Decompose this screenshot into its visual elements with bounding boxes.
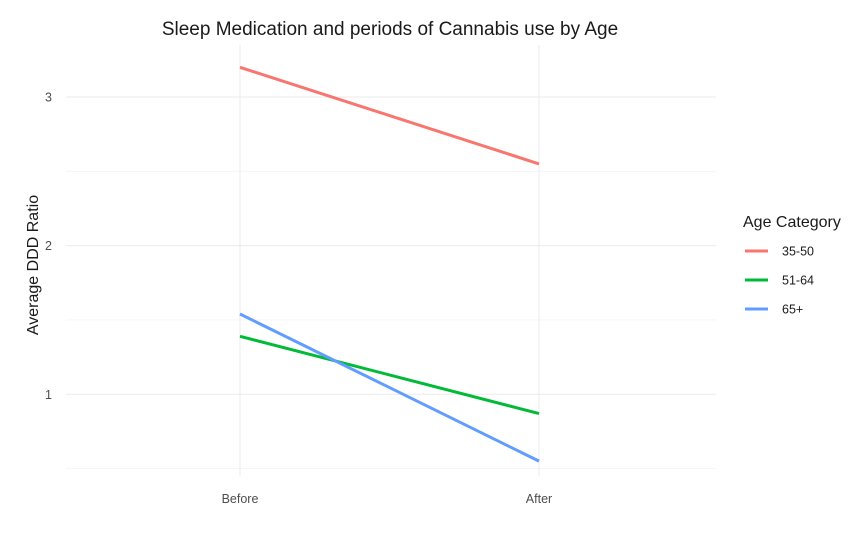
grid-layer bbox=[66, 45, 716, 476]
legend-label: 51-64 bbox=[782, 274, 814, 288]
y-tick-label: 1 bbox=[45, 388, 52, 402]
y-axis-label: Average DDD Ratio bbox=[25, 195, 42, 335]
legend: Age Category 35-50 51-64 65+ bbox=[743, 214, 841, 317]
chart-title: Sleep Medication and periods of Cannabis… bbox=[162, 19, 618, 40]
series-line-65+ bbox=[239, 312, 540, 463]
x-tick-label: After bbox=[526, 492, 552, 506]
x-tick-label: Before bbox=[222, 492, 259, 506]
y-tick-label: 3 bbox=[45, 91, 52, 105]
x-tick-labels: Before After bbox=[222, 492, 553, 506]
legend-items: 35-50 51-64 65+ bbox=[745, 245, 814, 317]
series-line-35-50 bbox=[239, 65, 540, 166]
legend-title: Age Category bbox=[743, 214, 841, 231]
legend-label: 65+ bbox=[782, 303, 803, 317]
legend-label: 35-50 bbox=[782, 245, 814, 259]
series-layer bbox=[239, 65, 540, 463]
legend-item: 51-64 bbox=[745, 274, 814, 288]
y-tick-labels: 1 2 3 bbox=[45, 91, 52, 402]
legend-item: 35-50 bbox=[745, 245, 814, 259]
legend-item: 65+ bbox=[745, 303, 803, 317]
series-line-51-64 bbox=[239, 334, 540, 416]
y-tick-label: 2 bbox=[45, 239, 52, 253]
